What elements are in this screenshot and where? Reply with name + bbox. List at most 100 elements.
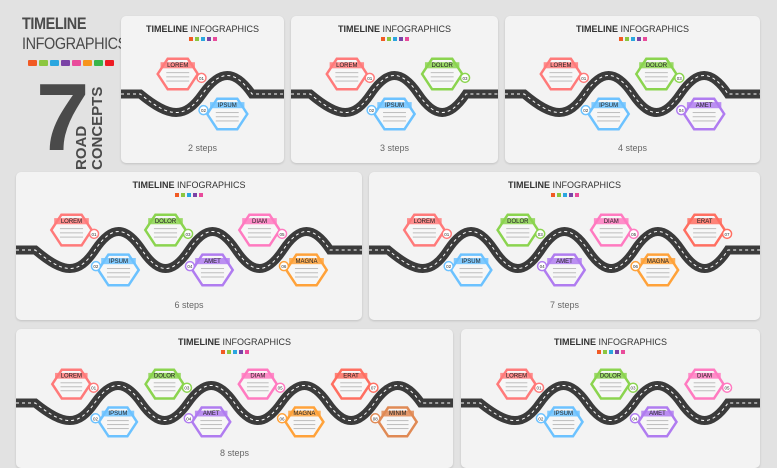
header-title-line2: INFOGRAPHICS bbox=[22, 34, 127, 53]
panel-step-count: 4 steps bbox=[617, 143, 648, 153]
step-text-placeholder bbox=[59, 236, 84, 238]
step-label-band bbox=[453, 258, 489, 265]
step-pin bbox=[276, 228, 288, 240]
step-text-placeholder bbox=[215, 116, 239, 118]
header-vertical-line1: ROAD bbox=[73, 125, 90, 170]
step-text-placeholder bbox=[644, 80, 668, 82]
step-pin bbox=[182, 228, 194, 240]
panel-color-dots bbox=[188, 37, 217, 41]
step-pin bbox=[534, 228, 546, 240]
step-number: 02 bbox=[538, 416, 544, 421]
step-number: 01 bbox=[91, 386, 97, 391]
step-text-placeholder bbox=[506, 236, 530, 238]
step-pin bbox=[196, 72, 207, 84]
step-text-placeholder bbox=[294, 268, 319, 270]
panel-color-dot bbox=[386, 37, 391, 41]
step-text-placeholder bbox=[430, 72, 454, 74]
road-path bbox=[16, 227, 362, 273]
step-text-placeholder bbox=[693, 386, 716, 388]
step-label-band bbox=[688, 372, 721, 379]
step-label-band bbox=[500, 218, 536, 225]
step-label: AMET bbox=[203, 411, 220, 417]
step-text-placeholder bbox=[335, 72, 359, 74]
step-label: MINIM bbox=[389, 411, 407, 417]
panel-title-rest: INFOGRAPHICS bbox=[549, 180, 621, 190]
step-label-band bbox=[377, 102, 412, 109]
step-text-placeholder bbox=[386, 428, 409, 430]
step-text-placeholder bbox=[644, 72, 668, 74]
panel-color-dot bbox=[238, 350, 243, 354]
step-text-placeholder bbox=[107, 420, 129, 422]
road-diagram: LOREM 01 IPSUM 02 DOLOR 03 AMET 04 DIAM 05 MAGNA 06… bbox=[369, 213, 760, 287]
step-pin bbox=[674, 72, 685, 84]
step-text-placeholder bbox=[505, 382, 528, 384]
step-text-placeholder bbox=[383, 120, 406, 122]
step-number: 02 bbox=[446, 264, 452, 269]
step-label: LOREM bbox=[336, 63, 357, 69]
step-pin bbox=[578, 72, 590, 84]
step-label: MAGNA bbox=[295, 259, 317, 265]
header-title-line1: TIMELINE bbox=[22, 14, 87, 33]
step-pin bbox=[88, 382, 99, 393]
road-lane-marking bbox=[369, 231, 760, 270]
header-color-dot bbox=[72, 60, 81, 66]
panel-color-dot bbox=[181, 193, 185, 197]
step-text-placeholder bbox=[386, 420, 409, 422]
step-number: 05 bbox=[725, 386, 731, 391]
step-label-band bbox=[160, 62, 195, 69]
step-text-placeholder bbox=[693, 228, 717, 230]
step-label: IPSUM bbox=[385, 103, 404, 109]
step-text-placeholder bbox=[505, 390, 528, 392]
step-text-placeholder bbox=[215, 120, 239, 122]
road-diagram: LOREM 01 IPSUM 02 bbox=[121, 57, 284, 131]
panel-title-bold: TIMELINE bbox=[132, 180, 175, 190]
step-text-placeholder bbox=[430, 76, 454, 78]
step-text-placeholder bbox=[506, 232, 530, 234]
step-number: 07 bbox=[371, 386, 377, 391]
step-text-placeholder bbox=[552, 424, 575, 426]
road-lane-marking bbox=[121, 75, 284, 114]
step-pin bbox=[90, 413, 101, 424]
step-text-placeholder bbox=[200, 272, 225, 274]
step-label: LOREM bbox=[167, 63, 188, 69]
road-panel: TIMELINE INFOGRAPHICS LOREM 01 IPSUM 02 DOLOR… bbox=[16, 172, 362, 320]
step-pin bbox=[630, 260, 641, 272]
step-number: 02 bbox=[93, 264, 99, 269]
step-text-placeholder bbox=[693, 236, 717, 238]
panel-title-bold: TIMELINE bbox=[507, 180, 550, 190]
step-label: LOREM bbox=[506, 373, 527, 379]
step-label: IPSUM bbox=[109, 259, 128, 265]
panel-color-dot bbox=[562, 193, 567, 197]
panel-color-dots bbox=[380, 37, 409, 41]
step-pin bbox=[459, 72, 471, 84]
step-label-band bbox=[241, 372, 275, 379]
header-vertical-line2: CONCEPTS bbox=[89, 86, 106, 170]
step-text-placeholder bbox=[246, 390, 269, 392]
step-pin bbox=[580, 104, 591, 116]
step-label-band bbox=[543, 62, 579, 69]
step-text-placeholder bbox=[552, 268, 577, 270]
road-diagram: LOREM 01 IPSUM 02 DOLOR 03 AMET 04 DIAM 05 MAGNA 06… bbox=[16, 368, 453, 438]
step-text-placeholder bbox=[106, 268, 131, 270]
step-text-placeholder bbox=[693, 232, 717, 234]
step-text-placeholder bbox=[693, 390, 716, 392]
panel-title-bold: TIMELINE bbox=[575, 24, 618, 34]
step-number: 01 bbox=[367, 76, 373, 81]
step-label-band bbox=[641, 410, 674, 417]
panel-title-bold: TIMELINE bbox=[337, 24, 380, 34]
step-label: IPSUM bbox=[554, 411, 573, 417]
step-text-placeholder bbox=[200, 424, 223, 426]
step-label: IPSUM bbox=[599, 103, 618, 109]
panel-title-rest: INFOGRAPHICS bbox=[595, 337, 667, 347]
header-color-dot bbox=[28, 60, 37, 66]
step-text-placeholder bbox=[294, 272, 319, 274]
step-pin bbox=[370, 413, 381, 424]
step-text-placeholder bbox=[293, 424, 316, 426]
step-text-placeholder bbox=[200, 420, 223, 422]
step-text-placeholder bbox=[552, 420, 575, 422]
step-text-placeholder bbox=[693, 382, 716, 384]
step-pin bbox=[274, 382, 286, 393]
step-label: AMET bbox=[649, 411, 666, 417]
step-label-band bbox=[591, 102, 626, 109]
step-label-band bbox=[500, 372, 533, 379]
